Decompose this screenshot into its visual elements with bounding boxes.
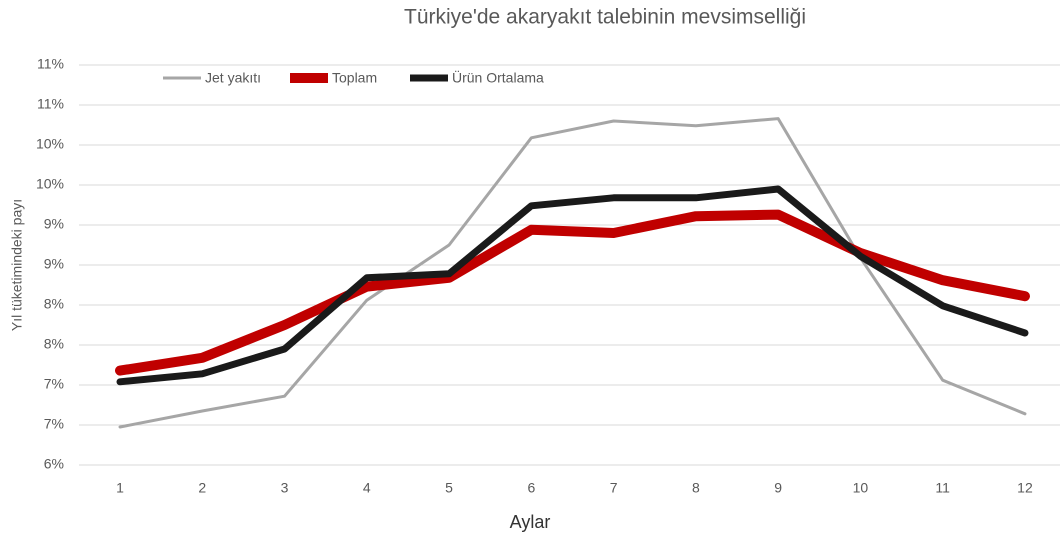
chart-title: Türkiye'de akaryakıt talebinin mevsimsel… xyxy=(404,6,806,29)
y-tick-label: 11% xyxy=(37,56,64,72)
x-tick-label: 1 xyxy=(116,480,124,496)
x-axis-title: Aylar xyxy=(510,512,551,532)
legend-label: Toplam xyxy=(332,70,377,86)
x-tick-label: 8 xyxy=(692,480,700,496)
series-line xyxy=(116,185,1029,386)
x-tick-label: 10 xyxy=(853,480,869,496)
x-tick-label: 12 xyxy=(1017,480,1033,496)
y-tick-label: 9% xyxy=(44,216,64,232)
x-tick-label: 2 xyxy=(198,480,206,496)
y-tick-label: 8% xyxy=(44,336,64,352)
y-tick-label: 11% xyxy=(37,96,64,112)
y-tick-label: 7% xyxy=(44,376,64,392)
y-tick-label: 10% xyxy=(36,176,64,192)
series-line xyxy=(115,209,1030,376)
x-tick-label: 9 xyxy=(774,480,782,496)
legend-label: Ürün Ortalama xyxy=(452,69,544,86)
y-tick-label: 10% xyxy=(36,136,64,152)
x-tick-label: 3 xyxy=(281,480,289,496)
y-tick-label: 9% xyxy=(44,256,64,272)
series-line xyxy=(118,117,1027,429)
x-tick-label: 7 xyxy=(610,480,618,496)
x-tick-label: 4 xyxy=(363,480,371,496)
y-axis-title: Yıl tüketimindeki payı xyxy=(9,199,25,331)
legend-label: Jet yakıtı xyxy=(205,70,261,86)
x-tick-label: 6 xyxy=(527,480,535,496)
y-tick-label: 7% xyxy=(44,416,64,432)
y-tick-label: 6% xyxy=(44,456,64,472)
x-tick-label: 11 xyxy=(935,480,950,496)
y-tick-label: 8% xyxy=(44,296,64,312)
x-tick-label: 5 xyxy=(445,480,453,496)
